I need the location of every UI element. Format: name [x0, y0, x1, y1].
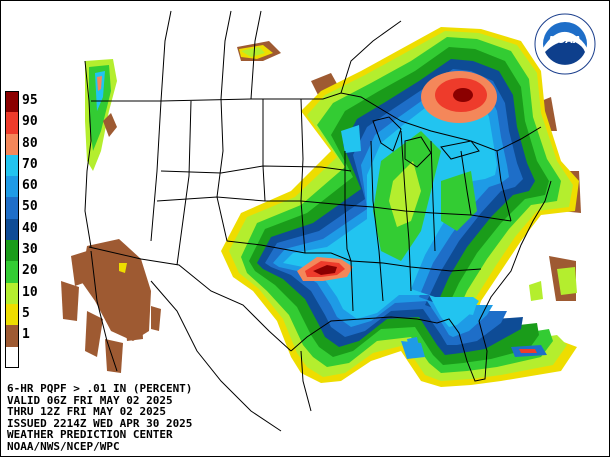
legend-entry: 30 [5, 240, 45, 262]
legend-entry: 1 [5, 325, 45, 347]
legend-label: 20 [22, 263, 38, 279]
legend-swatch [5, 303, 19, 326]
legend-swatch [5, 282, 19, 304]
legend-swatch [5, 325, 19, 347]
center-name: WEATHER PREDICTION CENTER [7, 428, 173, 442]
legend-swatch [5, 133, 19, 155]
product-info: 6-HR PQPF > .01 IN (PERCENT) VALID 06Z F… [7, 383, 192, 453]
legend-label: 60 [22, 178, 38, 194]
legend-entry [5, 346, 45, 368]
legend-swatch [5, 176, 19, 198]
legend-entry: 10 [5, 282, 45, 304]
legend-swatch [5, 346, 19, 368]
legend-entry: 40 [5, 218, 45, 241]
legend-label: 5 [22, 305, 30, 321]
valid-end: THRU 12Z FRI MAY 02 2025 [7, 405, 166, 419]
legend-swatch [5, 261, 19, 283]
legend-label: 95 [22, 93, 38, 108]
oklahoma-high-core [297, 257, 353, 281]
legend-label: 1 [22, 327, 30, 343]
legend-label: 40 [22, 220, 38, 236]
sw-5pct-patches [119, 263, 127, 273]
legend-entry: 20 [5, 261, 45, 283]
legend-entry: 90 [5, 112, 45, 134]
legend-entry: 5 [5, 303, 45, 326]
quebec-high-core [421, 71, 497, 123]
legend-label: 10 [22, 284, 38, 300]
probability-legend: 95 90 80 70 60 50 40 30 20 10 5 1 [5, 91, 45, 368]
issued-time: ISSUED 2214Z WED APR 30 2025 [7, 416, 193, 430]
noaa-logo [534, 13, 596, 75]
legend-swatch [5, 197, 19, 219]
valid-start: VALID 06Z FRI MAY 02 2025 [7, 393, 173, 407]
southwest-light-precip [61, 239, 161, 373]
agency-name: NOAA/NWS/NCEP/WPC [7, 439, 120, 453]
legend-swatch [5, 91, 19, 113]
legend-label: 30 [22, 242, 38, 258]
legend-swatch [5, 154, 19, 177]
legend-entry: 70 [5, 154, 45, 177]
caribbean-cores [407, 337, 547, 357]
legend-label: 90 [22, 114, 38, 130]
legend-swatch [5, 112, 19, 134]
legend-label: 70 [22, 156, 38, 172]
legend-label: 50 [22, 199, 38, 215]
legend-label: 80 [22, 135, 38, 151]
product-title: 6-HR PQPF > .01 IN (PERCENT) [7, 382, 193, 395]
pacific-northwest-precip [85, 59, 117, 171]
legend-entry: 50 [5, 197, 45, 219]
noaa-logo-text: NOAA [534, 13, 596, 75]
legend-entry: 60 [5, 176, 45, 198]
noaa-logo-label: NOAA [548, 35, 582, 46]
legend-entry: 80 [5, 133, 45, 155]
legend-swatch [5, 218, 19, 241]
legend-swatch [5, 240, 19, 262]
legend-entry: 95 [5, 91, 45, 113]
political-boundaries [84, 10, 552, 432]
